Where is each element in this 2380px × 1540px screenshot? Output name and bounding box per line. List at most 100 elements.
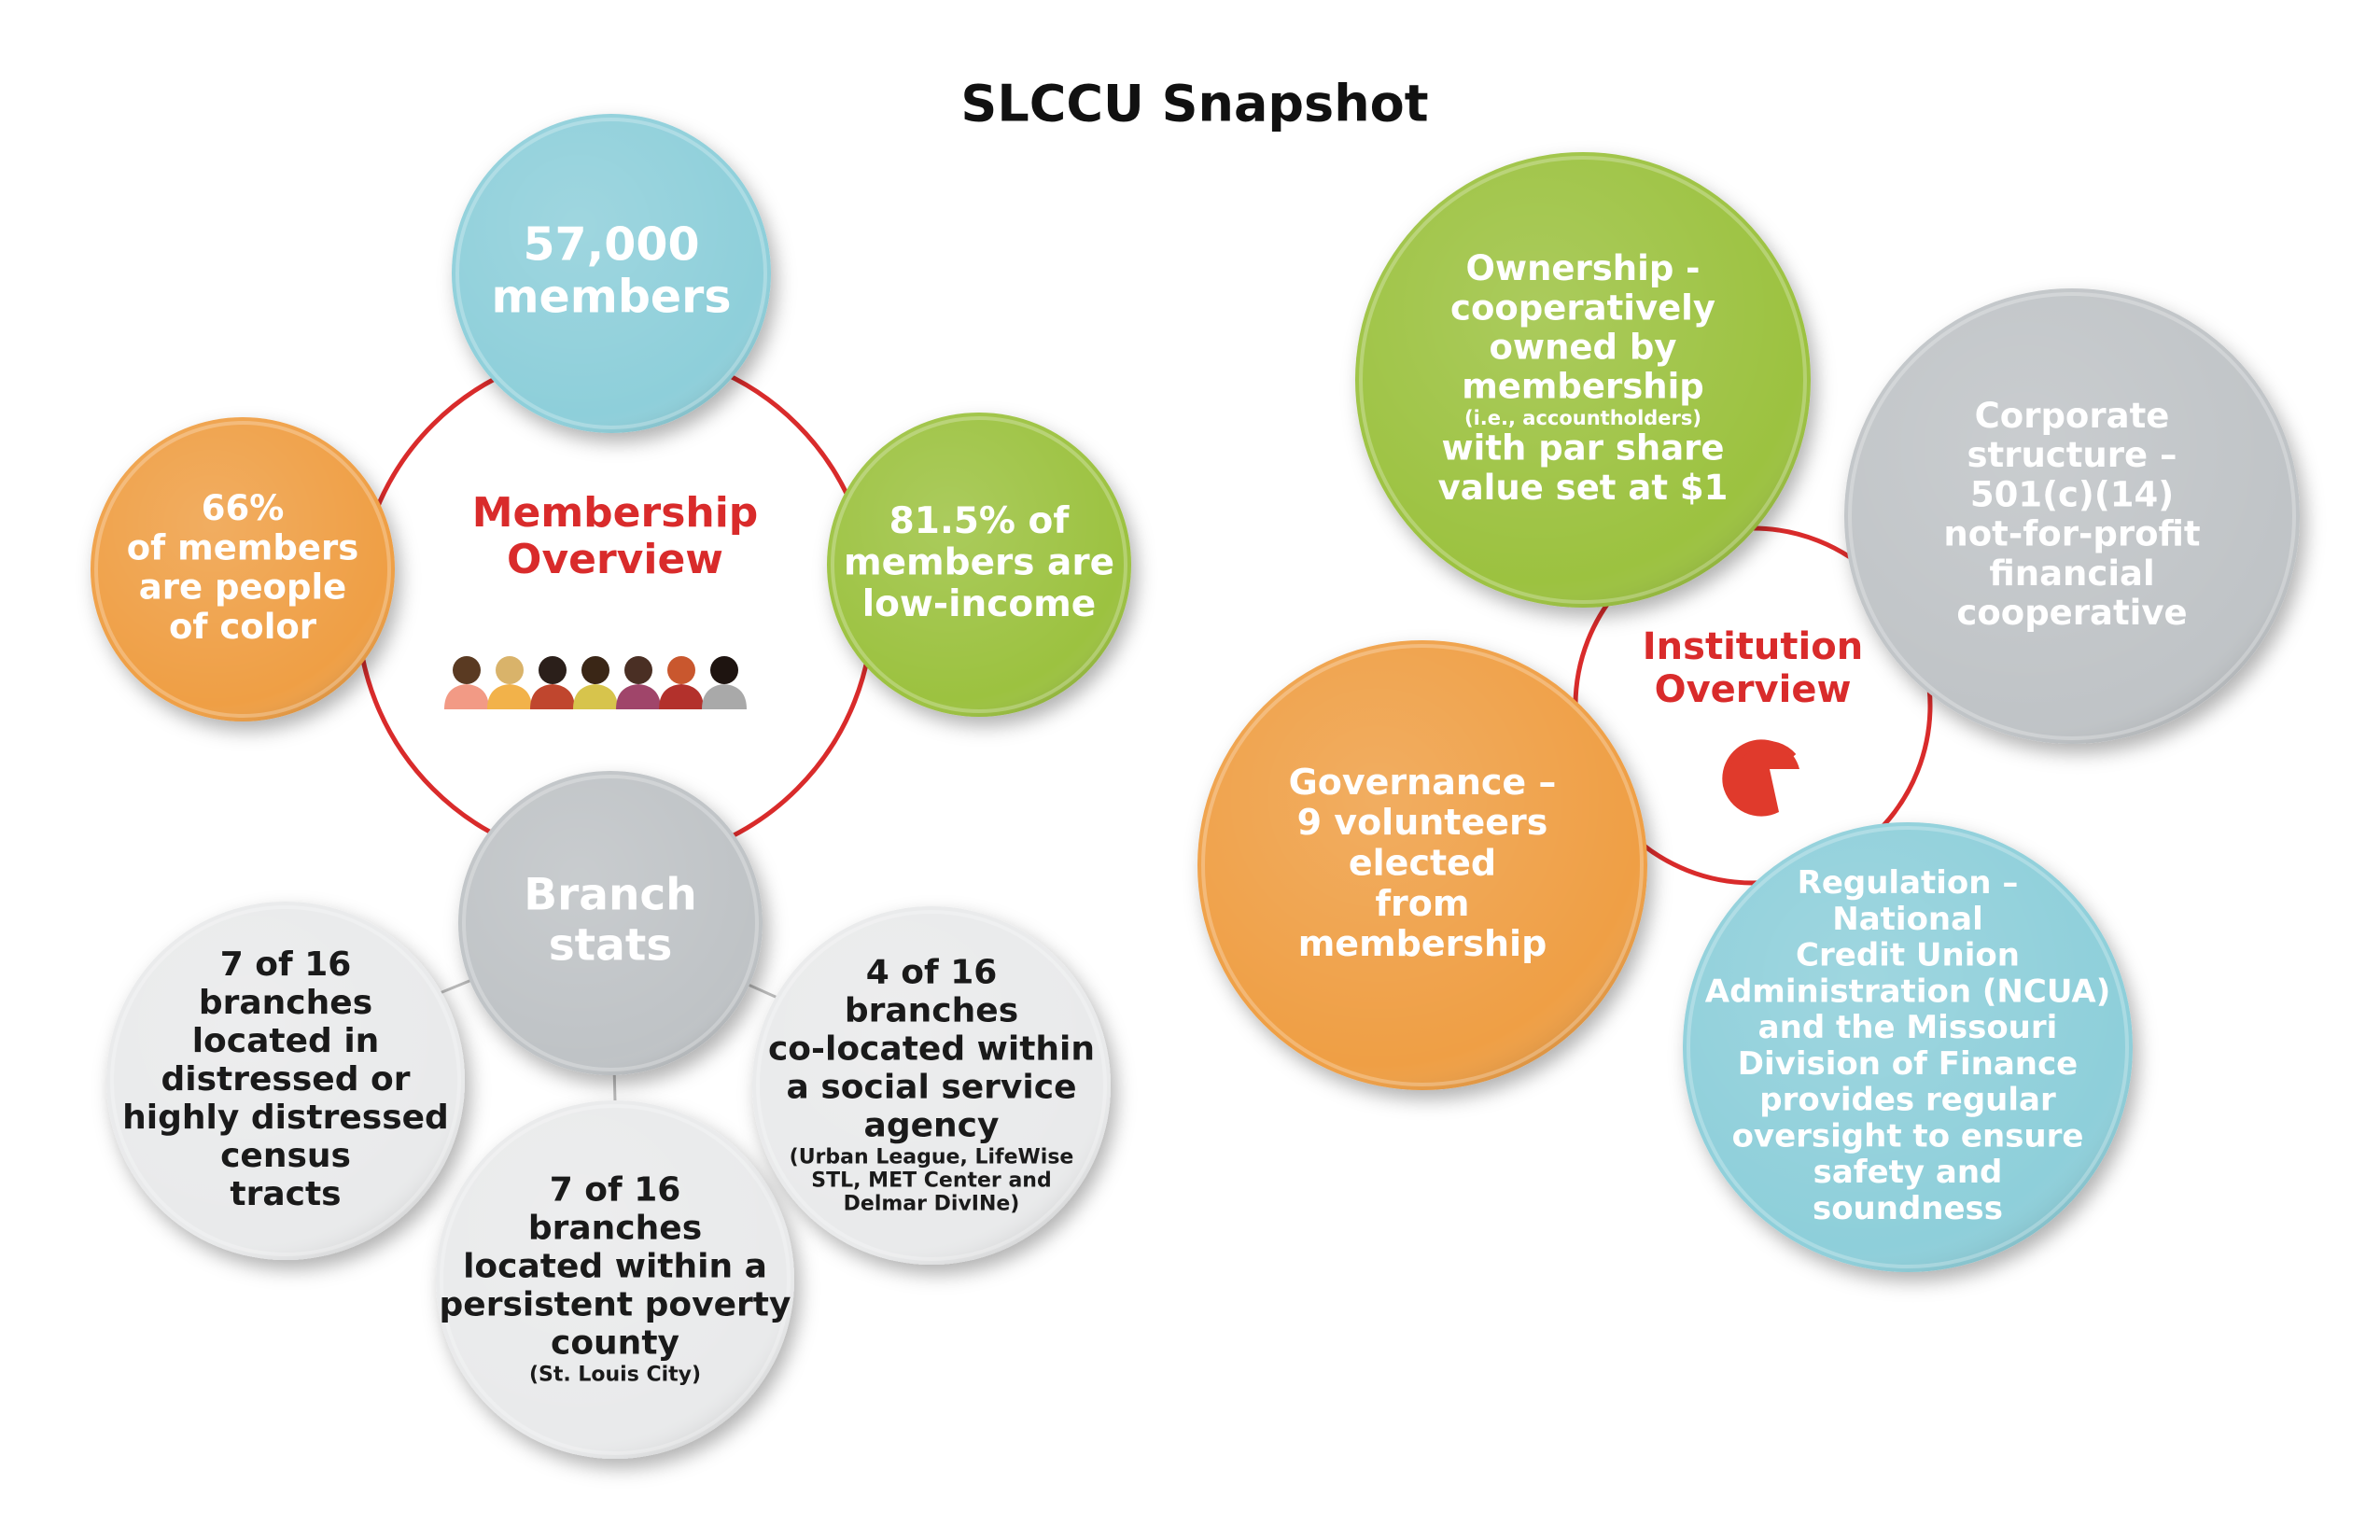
- bubble-text: Ownership -: [1465, 248, 1700, 288]
- bubble-text: (St. Louis City): [529, 1364, 701, 1387]
- bubble-rim: [455, 118, 767, 429]
- bubble-text: safety and: [1813, 1154, 2003, 1191]
- bubble-text: Division of Finance: [1738, 1045, 2078, 1083]
- person-head: [496, 656, 524, 684]
- bubble-rim: [756, 910, 1107, 1261]
- bubble-shade: [1844, 288, 2300, 744]
- person-body: [573, 684, 618, 709]
- bubble-text: STL, MET Center and: [811, 1169, 1051, 1193]
- bubble-text: distressed or: [161, 1060, 411, 1099]
- bubble-text: 7 of 16: [220, 945, 352, 984]
- bubble-text: branches: [199, 984, 372, 1022]
- bubble-shade: [452, 114, 771, 433]
- bubble-text: a social service: [787, 1068, 1077, 1106]
- person-head: [581, 656, 609, 684]
- bubble-text: (Urban League, LifeWise: [790, 1146, 1074, 1169]
- bubble-text: membership: [1462, 367, 1704, 407]
- bubble-shade: [436, 1100, 794, 1459]
- bubble-rim: [1201, 644, 1644, 1086]
- bubble-rim: [94, 421, 391, 718]
- bubble-text: low-income: [862, 583, 1097, 625]
- bubble-text: National: [1832, 901, 1982, 938]
- bubble-text: tracts: [230, 1175, 341, 1213]
- person-body: [530, 684, 575, 709]
- bubble-text: structure –: [1967, 435, 2177, 475]
- bubble-text: Governance –: [1289, 762, 1557, 803]
- bubble-text: agency: [864, 1106, 1000, 1144]
- bubble-text: 501(c)(14): [1970, 474, 2174, 514]
- person-body: [702, 684, 747, 709]
- bubble-rim: [462, 775, 759, 1071]
- bubble-text: Administration (NCUA): [1705, 973, 2110, 1010]
- bubble-rim: [1848, 292, 2296, 740]
- bubble-shade: [1683, 822, 2133, 1272]
- bubble-text: owned by: [1489, 327, 1676, 367]
- bubble-text: membership: [1298, 923, 1547, 964]
- bubble-text: Membership: [472, 489, 759, 537]
- bubble-text: 66%: [202, 488, 285, 528]
- bubble-text: 7 of 16: [550, 1170, 681, 1209]
- bubble-text: 57,000: [523, 218, 699, 272]
- person-head: [710, 656, 738, 684]
- bubble-rim: [1359, 156, 1807, 604]
- person-body: [444, 684, 489, 709]
- bubble-text: are people: [139, 567, 346, 608]
- title: SLCCU Snapshot: [960, 75, 1428, 133]
- bubble-text: and the Missouri: [1758, 1009, 2058, 1046]
- bubble-text: branches: [528, 1209, 702, 1247]
- person-body: [659, 684, 704, 709]
- bubble-text: county: [551, 1324, 679, 1363]
- bubble-text: Delmar DivINe): [844, 1193, 1020, 1216]
- bubble-text: with par share: [1441, 428, 1724, 469]
- bubble-text: Regulation –: [1798, 864, 2019, 902]
- bubble-text: co-located within: [768, 1029, 1095, 1068]
- bubble-text: persistent poverty: [440, 1286, 791, 1324]
- bubble-text: financial: [1989, 553, 2154, 594]
- bubble-text: Corporate: [1975, 396, 2170, 436]
- bubble-shade: [1355, 152, 1811, 608]
- bubble-text: Credit Union: [1796, 937, 2020, 974]
- person-head: [539, 656, 567, 684]
- person-body: [487, 684, 532, 709]
- bubble-text: of color: [169, 607, 317, 647]
- bubble-text: Overview: [1655, 668, 1852, 711]
- bubble-text: Institution: [1643, 625, 1863, 668]
- bubble-text: 9 volunteers: [1297, 802, 1548, 843]
- bubble-text: from: [1376, 883, 1470, 924]
- bubble-shade: [1197, 640, 1647, 1090]
- people-icons: [444, 656, 747, 709]
- bubble-text: elected: [1349, 843, 1496, 884]
- bubble-text: provides regular: [1759, 1082, 2056, 1119]
- bubble-text: soundness: [1813, 1190, 2003, 1227]
- bubble-text: Overview: [507, 536, 723, 583]
- bubble-text: value set at $1: [1438, 468, 1729, 508]
- bubble-shade: [752, 906, 1111, 1265]
- bubble-rim: [831, 416, 1127, 713]
- bubble-text: not-for-profit: [1943, 514, 2200, 554]
- bubble-text: located within a: [463, 1247, 767, 1285]
- bubble-text: located in: [192, 1022, 380, 1060]
- bubble-text: census: [220, 1137, 351, 1175]
- bubble-text: members: [492, 270, 732, 323]
- bubble-rim: [110, 905, 461, 1256]
- person-head: [453, 656, 481, 684]
- bubble-text: branches: [845, 991, 1018, 1029]
- person-head: [667, 656, 695, 684]
- bubble-text: oversight to ensure: [1732, 1117, 2084, 1155]
- bubble-text: 4 of 16: [866, 953, 998, 991]
- institution-logo: [1722, 739, 1799, 817]
- bubble-shade: [106, 902, 465, 1260]
- person-head: [624, 656, 652, 684]
- bubble-text: (i.e., accountholders): [1464, 407, 1701, 429]
- person-body: [616, 684, 661, 709]
- bubble-text: cooperative: [1956, 593, 2187, 633]
- bubble-rim: [1687, 826, 2129, 1268]
- bubble-text: members are: [844, 542, 1114, 584]
- bubble-text: Branch: [524, 870, 697, 921]
- bubble-text: 81.5% of: [889, 500, 1071, 542]
- bubble-text: of members: [127, 527, 358, 567]
- bubble-text: highly distressed: [122, 1099, 449, 1137]
- bubble-shade: [91, 417, 395, 721]
- bubble-text: cooperatively: [1450, 287, 1715, 328]
